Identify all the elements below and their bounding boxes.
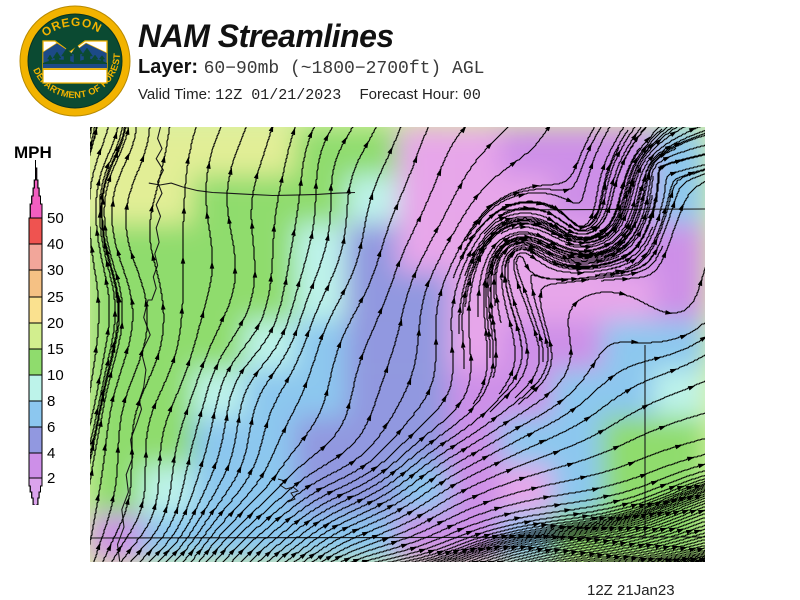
svg-text:2: 2 — [47, 470, 55, 487]
svg-text:6: 6 — [47, 419, 55, 436]
svg-text:10: 10 — [47, 367, 64, 384]
svg-text:50: 50 — [47, 210, 64, 227]
svg-text:40: 40 — [47, 236, 64, 253]
svg-text:20: 20 — [47, 315, 64, 332]
svg-text:25: 25 — [47, 289, 64, 306]
svg-text:8: 8 — [47, 393, 55, 410]
svg-text:30: 30 — [47, 262, 64, 279]
svg-text:4: 4 — [47, 445, 55, 462]
svg-text:15: 15 — [47, 341, 64, 358]
